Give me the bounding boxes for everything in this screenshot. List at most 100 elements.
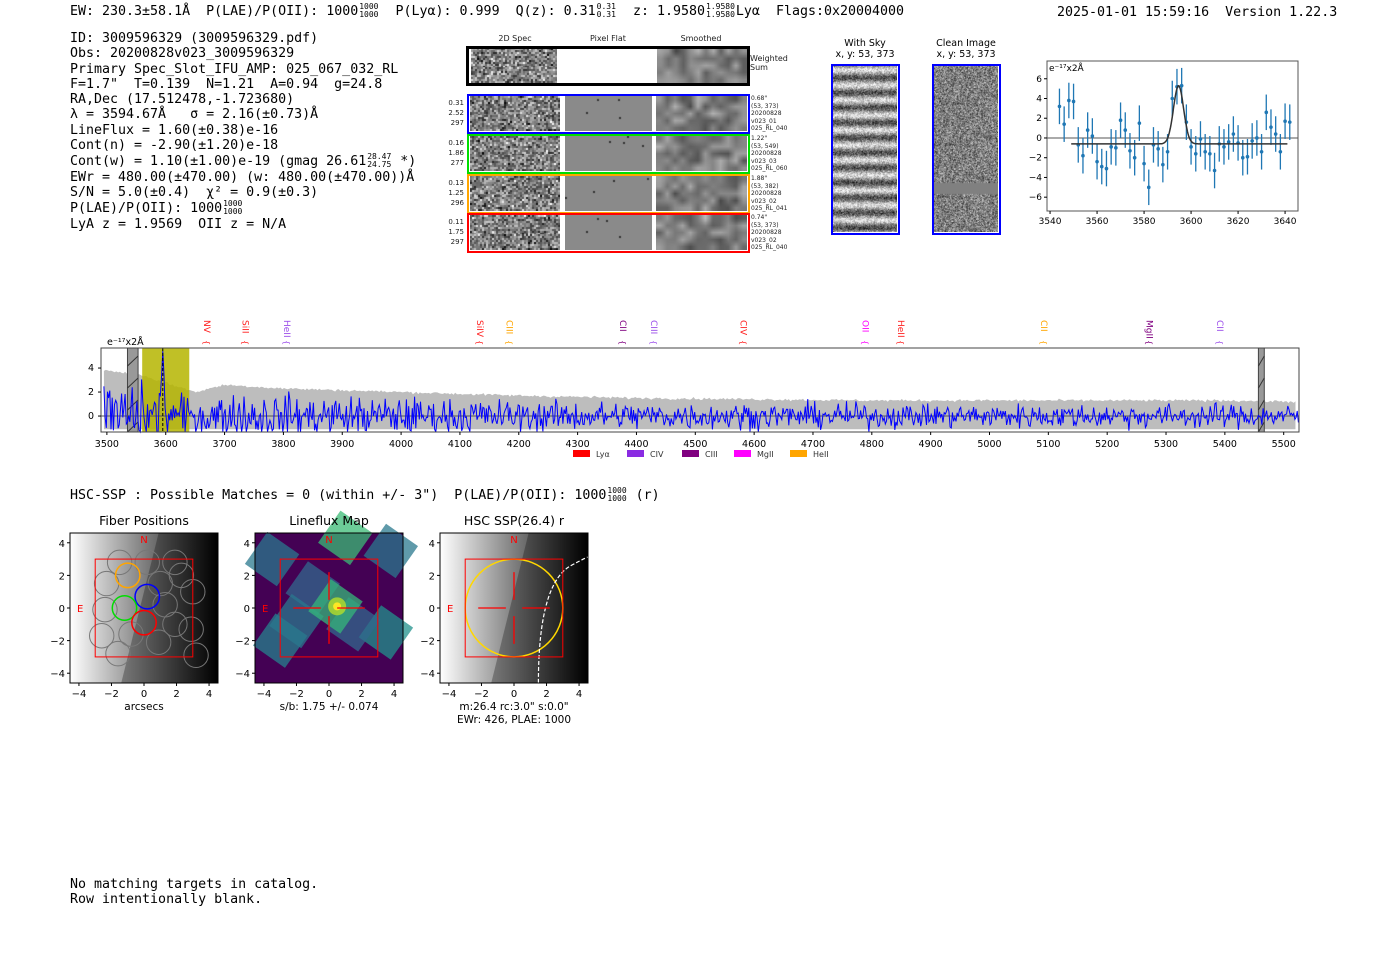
lineflux-peak-core (333, 602, 342, 611)
footer-line-2: Row intentionally blank. (70, 892, 263, 907)
weighted-smoothed-image (657, 48, 747, 83)
x-tick-label: 0 (511, 689, 517, 700)
y-tick-label: 2 (88, 387, 94, 398)
data-point (1057, 104, 1062, 109)
ifu-box (464, 558, 564, 658)
legend-swatch (734, 450, 751, 457)
lineflux-blob (244, 531, 300, 587)
emission-line-marker: { (896, 340, 905, 345)
y-tick-label: 4 (244, 539, 250, 550)
fiber-circle-highlight (134, 583, 161, 610)
x-tick-label: 4400 (624, 439, 648, 450)
data-point (1264, 110, 1269, 115)
data-point (1156, 147, 1160, 151)
east-label: E (77, 604, 83, 615)
fiber-circle (145, 629, 172, 655)
fiber-circle (118, 621, 144, 647)
y-tick-label: −2 (1029, 154, 1042, 164)
hatch (1257, 399, 1265, 411)
x-tick-label: 4300 (566, 439, 590, 450)
fiber-circle (183, 642, 209, 669)
fiber-row-frame (467, 134, 750, 174)
x-tick-label: 3620 (1227, 217, 1250, 227)
info-radec: RA,Dec (17.512478,-1.723680) (70, 92, 295, 108)
row-pixel-flat-image (565, 96, 652, 131)
emission-line-label: NV (201, 320, 211, 334)
panel-title: HSC SSP(26.4) r (464, 513, 565, 528)
y-tick-label: 2 (59, 571, 65, 582)
x-tick-label: 2 (173, 689, 179, 700)
fiber-circle-highlight (114, 562, 141, 589)
emission-line-label: SiIV (474, 320, 484, 338)
data-point (1067, 98, 1071, 103)
emission-line-marker: { (860, 340, 869, 345)
clean-image (934, 66, 998, 232)
fiber-circle (178, 616, 204, 642)
ew-value: EW: 230.3±58.1Å (70, 4, 191, 19)
y-tick-label: 2 (429, 571, 435, 582)
hatch (127, 421, 139, 433)
emission-line-marker: { (475, 340, 484, 345)
y-tick-label: −4 (235, 669, 250, 680)
data-point (1255, 136, 1259, 140)
x-tick-label: 3900 (330, 439, 354, 450)
hsc-title-end: (r) (627, 488, 660, 503)
emission-line-label: CIII (648, 320, 658, 334)
gmag-lo: 24.75 (367, 160, 392, 170)
x-tick-label: 3580 (1133, 217, 1156, 227)
version: Version 1.22.3 (1225, 5, 1338, 20)
x-tick-label: 5300 (1154, 439, 1178, 450)
with-sky-title: With Sky x, y: 53, 373 (815, 38, 915, 60)
emission-line-marker: { (1215, 340, 1224, 345)
y-tick-label: 4 (88, 363, 94, 374)
with-sky-coords: x, y: 53, 373 (835, 49, 895, 60)
info-plae-text: P(LAE)/P(OII): 1000 (70, 201, 223, 217)
y-tick-label: 0 (244, 604, 250, 615)
x-tick-label: 4100 (448, 439, 472, 450)
data-point (1226, 140, 1231, 144)
fiber-circle (162, 611, 188, 638)
data-point (1198, 137, 1203, 141)
clean-title: Clean Image x, y: 53, 373 (916, 38, 1016, 60)
data-point (1109, 145, 1113, 149)
with-sky-image (833, 66, 897, 232)
hatch (1257, 377, 1265, 389)
x-tick-label: −2 (289, 689, 304, 700)
data-point (1090, 134, 1095, 138)
hsc-plae-lo: 1000 (607, 494, 627, 503)
x-tick-label: 4800 (860, 439, 884, 450)
qz-hi: 0.31 (596, 2, 616, 11)
data-point (1123, 128, 1128, 132)
emission-line-label: MgII (1144, 320, 1154, 339)
y-unit-label: e⁻¹⁷x2Å (1049, 62, 1085, 74)
x-tick-label: 4 (391, 689, 397, 700)
fiber-row-stats: 0.16 1.86 277 (448, 139, 464, 167)
data-point (1245, 154, 1250, 159)
cont-w-text: Cont(w) = 1.10(±1.00)e-19 (gmag 26.61 (70, 154, 367, 170)
emission-line-label: HeII (895, 320, 905, 338)
y-tick-label: 0 (429, 604, 435, 615)
data-point (1273, 132, 1278, 136)
info-plae: P(LAE)/P(OII): 1000 1000 1000 (70, 200, 416, 217)
plae-value: P(LAE)/P(OII): 1000 (206, 4, 359, 19)
fiber-circle (162, 549, 188, 576)
y-tick-label: 4 (59, 539, 65, 550)
info-primary: Primary Spec_Slot_IFU_AMP: 025_067_032_R… (70, 61, 399, 77)
datetime: 2025-01-01 15:59:16 (1057, 5, 1210, 20)
x-tick-label: 0 (141, 689, 147, 700)
error-band (103, 369, 1296, 430)
data-point (1250, 139, 1254, 143)
x-tick-label: 4500 (683, 439, 707, 450)
data-point (1114, 146, 1118, 150)
fiber-circle-highlight (131, 609, 157, 636)
emission-line-label: CIII (503, 320, 513, 334)
y-unit-label: e⁻¹⁷x2Å (107, 336, 144, 348)
full-spectrum-chart: 3500 3600 3700 3800 3900 4000 4100 4200 4300 4400… (88, 320, 1300, 459)
y-tick-label: 6 (1036, 75, 1042, 85)
info-sn: S/N = 5.0(±0.4) χ² = 0.9(±0.3) (70, 184, 319, 200)
data-point (1283, 119, 1287, 123)
fiber-row-frame (467, 94, 750, 134)
plae-hi: 1000 (359, 2, 379, 11)
data-point (1259, 149, 1264, 154)
data-point (1099, 164, 1104, 169)
